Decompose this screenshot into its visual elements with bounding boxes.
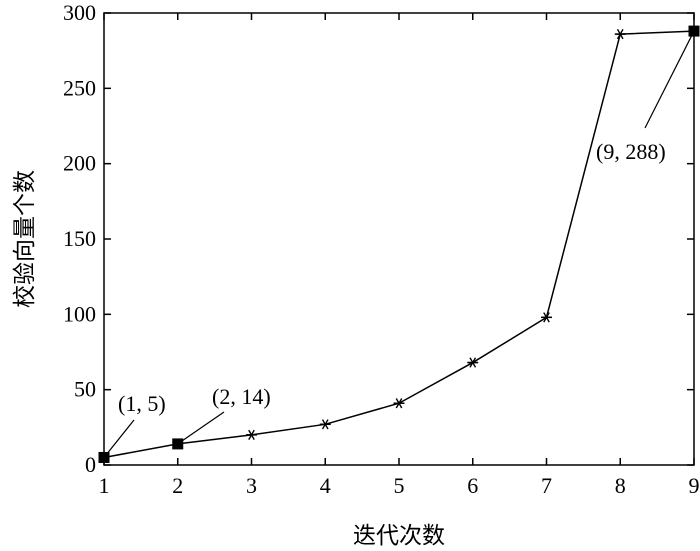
annotations: (1, 5) (2, 14) (9, 288) <box>118 139 666 416</box>
y-tick-label: 250 <box>63 75 96 100</box>
x-tick-label: 7 <box>541 473 552 498</box>
y-tick-label: 100 <box>63 301 96 326</box>
plot-frame <box>103 12 695 466</box>
y-tick-label: 50 <box>74 377 96 402</box>
x-tick-label: 9 <box>689 473 700 498</box>
x-tick-label: 5 <box>394 473 405 498</box>
series-line <box>103 30 695 459</box>
data-point-star <box>246 429 257 440</box>
data-point-square <box>172 438 184 450</box>
data-point-star <box>319 419 331 430</box>
annotation-leader <box>103 419 135 458</box>
annotation-leaders <box>103 30 695 458</box>
annotation-label: (2, 14) <box>212 384 271 409</box>
x-tick-label: 4 <box>320 473 331 498</box>
y-tick-label: 300 <box>63 0 96 25</box>
x-tick-label: 1 <box>99 473 110 498</box>
x-tick-label: 2 <box>172 473 183 498</box>
data-point-star <box>541 312 552 323</box>
annotation-leader <box>644 30 695 129</box>
annotation-leader <box>177 411 225 445</box>
annotation-label: (1, 5) <box>118 391 166 416</box>
x-axis: 1 2 3 4 5 6 7 8 9 <box>99 13 700 498</box>
y-tick-label: 150 <box>63 226 96 251</box>
data-point-square <box>98 451 110 463</box>
data-point-star <box>614 28 626 40</box>
series-markers <box>98 25 700 463</box>
annotation-label: (9, 288) <box>596 139 666 164</box>
y-tick-label: 0 <box>85 452 96 477</box>
x-tick-label: 3 <box>246 473 257 498</box>
x-tick-label: 6 <box>467 473 478 498</box>
x-tick-label: 8 <box>615 473 626 498</box>
x-axis-title: 迭代次数 <box>353 523 445 549</box>
data-point-square <box>688 25 700 37</box>
data-point-star <box>467 357 479 368</box>
y-tick-label: 200 <box>63 151 96 176</box>
y-axis-title: 校验向量个数 <box>12 170 38 308</box>
y-axis: 0 50 100 150 200 250 300 <box>63 0 694 477</box>
data-point-star <box>393 398 405 409</box>
